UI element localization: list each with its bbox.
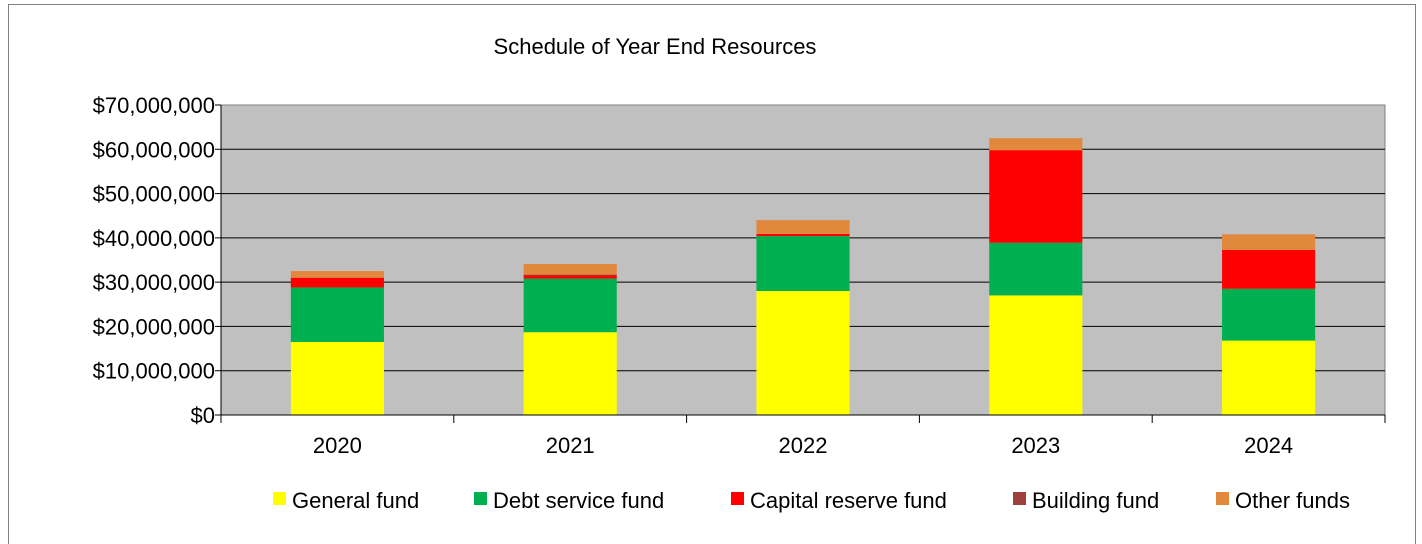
y-tick-label: $70,000,000 bbox=[93, 93, 215, 118]
y-tick-label: $20,000,000 bbox=[93, 314, 215, 339]
bar-segment bbox=[1222, 234, 1316, 250]
x-tick-label: 2021 bbox=[546, 433, 595, 458]
y-tick-label: $10,000,000 bbox=[93, 359, 215, 384]
bar-segment bbox=[989, 150, 1083, 243]
legend-swatch bbox=[1013, 492, 1026, 505]
bar-segment bbox=[290, 287, 384, 342]
y-tick-label: $60,000,000 bbox=[93, 137, 215, 162]
legend-label: Other funds bbox=[1235, 488, 1350, 513]
legend-label: Capital reserve fund bbox=[750, 488, 947, 513]
bar-segment bbox=[756, 233, 850, 237]
legend-swatch bbox=[474, 492, 487, 505]
bar-segment bbox=[989, 242, 1083, 296]
x-tick-label: 2020 bbox=[313, 433, 362, 458]
bar-segment bbox=[523, 274, 617, 276]
chart-title: Schedule of Year End Resources bbox=[494, 34, 817, 59]
y-tick-label: $50,000,000 bbox=[93, 182, 215, 207]
bar-segment bbox=[523, 275, 617, 279]
legend-swatch bbox=[731, 492, 744, 505]
legend: General fund Debt service fund Capital res… bbox=[273, 488, 1350, 513]
y-tick-label: $30,000,000 bbox=[93, 270, 215, 295]
bar-segment bbox=[756, 220, 850, 234]
bar-segment bbox=[1222, 288, 1316, 341]
bar-segment bbox=[523, 278, 617, 333]
bar-segment bbox=[290, 271, 384, 278]
bar-segment bbox=[290, 341, 384, 415]
bar-segment bbox=[756, 236, 850, 291]
bars bbox=[290, 138, 1316, 415]
bar-segment bbox=[523, 332, 617, 415]
legend-swatch bbox=[273, 492, 286, 505]
bar-segment bbox=[290, 277, 384, 288]
x-tick-label: 2023 bbox=[1011, 433, 1060, 458]
x-tick-label: 2024 bbox=[1244, 433, 1293, 458]
legend-label: Building fund bbox=[1032, 488, 1159, 513]
bar-segment bbox=[1222, 340, 1316, 415]
bar-segment bbox=[989, 138, 1083, 151]
x-tick-label: 2022 bbox=[779, 433, 828, 458]
bar-segment bbox=[523, 263, 617, 275]
axes: $0 $10,000,000 $20,000,000 $30,000,000 $40,0… bbox=[93, 93, 1386, 458]
legend-label: Debt service fund bbox=[493, 488, 664, 513]
legend-swatch bbox=[1216, 492, 1229, 505]
stacked-bar-chart: Schedule of Year End Resources $0 $10,000… bbox=[93, 34, 1386, 513]
y-tick-label: $40,000,000 bbox=[93, 226, 215, 251]
bar-segment bbox=[989, 295, 1083, 415]
bar-segment bbox=[1222, 249, 1316, 289]
bar-segment bbox=[756, 291, 850, 415]
y-tick-label: $0 bbox=[191, 403, 215, 428]
legend-label: General fund bbox=[292, 488, 419, 513]
